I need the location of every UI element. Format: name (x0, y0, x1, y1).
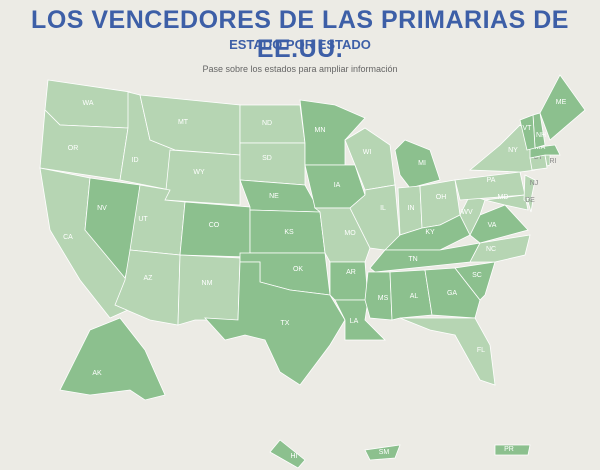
state-label: WV (461, 209, 473, 216)
state-label: CO (209, 222, 220, 229)
state-label: NJ (530, 180, 539, 187)
state-label: IA (334, 182, 341, 189)
state-label: MS (378, 295, 389, 302)
state-label: AL (410, 293, 419, 300)
state[interactable] (59, 317, 166, 401)
state-label: NH (536, 132, 546, 139)
state-label: KY (425, 229, 435, 236)
state-label: CA (63, 234, 73, 241)
state-label: KS (284, 229, 294, 236)
state-label: MO (344, 230, 356, 237)
state-label: AK (92, 370, 102, 377)
state-label: MN (315, 127, 326, 134)
state-label: PR (504, 446, 514, 453)
state[interactable] (529, 144, 561, 159)
state-label: DE (525, 197, 535, 204)
state[interactable] (204, 261, 346, 386)
state[interactable] (399, 317, 496, 386)
state-label: NV (97, 205, 107, 212)
state[interactable] (384, 214, 471, 251)
state-label: ND (262, 120, 272, 127)
state[interactable] (239, 104, 306, 144)
state-label: WA (82, 100, 93, 107)
state-label: OK (293, 266, 303, 273)
state[interactable] (329, 261, 369, 301)
state-label: MD (498, 194, 509, 201)
state-label: ME (556, 99, 567, 106)
state-label: IN (408, 205, 415, 212)
state-label: OR (68, 145, 79, 152)
state[interactable] (469, 234, 531, 263)
state-label: SD (262, 155, 272, 162)
state-label: VA (488, 222, 497, 229)
state-label: ID (132, 157, 139, 164)
state[interactable] (494, 444, 531, 456)
subtitle: ESTADO POR ESTADO (229, 37, 371, 52)
state-label: WI (363, 149, 372, 156)
state[interactable] (299, 99, 366, 166)
state[interactable] (424, 267, 481, 319)
state[interactable] (177, 254, 241, 326)
state[interactable] (389, 269, 433, 321)
state-label: MT (178, 119, 189, 126)
state-label: NY (508, 147, 518, 154)
instruction: Pase sobre los estados para ampliar info… (202, 64, 398, 74)
state[interactable] (179, 201, 251, 258)
state-label: VT (523, 125, 533, 132)
title: LOS VENCEDORES DE LAS PRIMARIAS DE EE.UU… (31, 6, 569, 63)
state-label: NM (202, 280, 213, 287)
state-label: SM (379, 449, 390, 456)
state-label: MI (418, 160, 426, 167)
state-label: TN (408, 256, 417, 263)
state[interactable] (164, 149, 241, 206)
state-label: NE (269, 193, 279, 200)
state[interactable] (364, 271, 393, 321)
state-label: MA (535, 144, 546, 151)
state[interactable] (484, 194, 529, 211)
state-label: TX (281, 320, 290, 327)
state-label: FL (477, 347, 485, 354)
state-label: AZ (144, 275, 154, 282)
state-label: PA (487, 177, 496, 184)
state[interactable] (454, 261, 496, 301)
state[interactable] (519, 114, 536, 151)
state-label: RI (550, 158, 557, 165)
state[interactable] (239, 142, 306, 186)
state-label: GA (447, 290, 457, 297)
state-label: NC (486, 246, 496, 253)
state[interactable] (269, 439, 306, 469)
state-label: WY (193, 169, 205, 176)
state-label: LA (350, 318, 359, 325)
state[interactable] (526, 197, 534, 213)
state[interactable] (364, 444, 401, 461)
state-label: IL (380, 205, 386, 212)
state-label: SC (472, 272, 482, 279)
state-label: OH (436, 194, 447, 201)
state[interactable] (239, 179, 321, 213)
state-label: HI (291, 453, 298, 460)
state[interactable] (539, 74, 586, 141)
state-label: CT (533, 154, 543, 161)
state[interactable] (349, 184, 401, 251)
state-label: UT (138, 216, 148, 223)
state-label: AR (346, 269, 356, 276)
